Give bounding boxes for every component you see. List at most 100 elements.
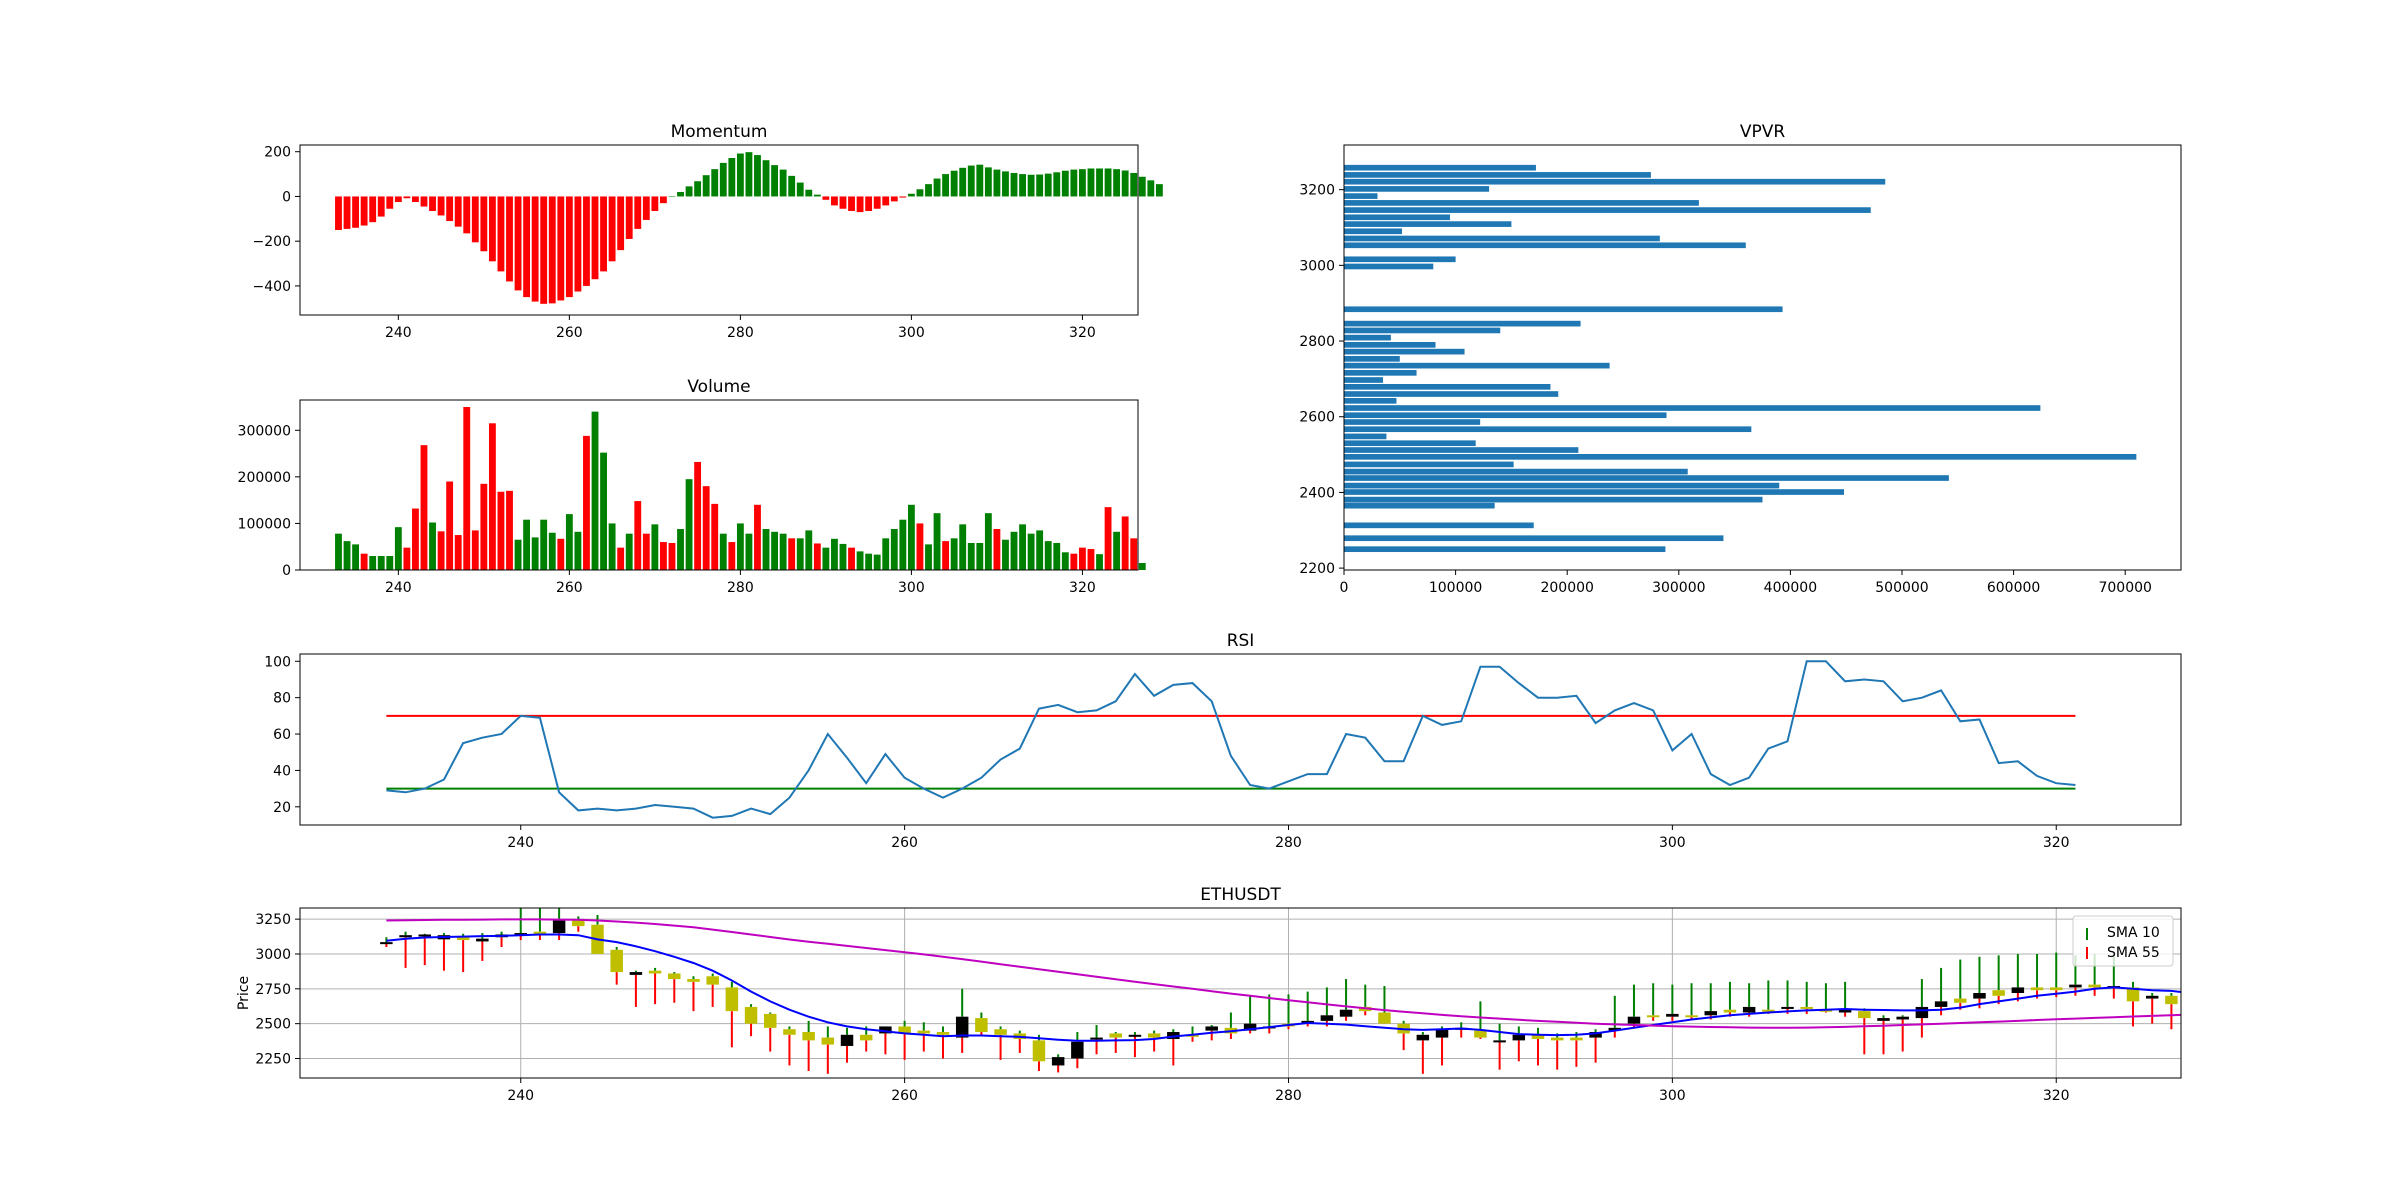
vpvr-bar (1344, 178, 1886, 185)
momentum-bar (360, 196, 368, 226)
candle-body (1858, 1011, 1871, 1019)
volume-bar (856, 551, 864, 570)
candle-body (476, 938, 489, 942)
volume-bar (899, 519, 907, 570)
candle-body (1531, 1034, 1545, 1039)
volume-bar (805, 530, 813, 570)
volume-bar (848, 547, 855, 570)
vpvr-xtick-label: 400000 (1764, 580, 1817, 596)
candle-body (629, 972, 643, 975)
momentum-xtick-label: 300 (898, 325, 925, 341)
candle-body (1954, 998, 1967, 1003)
vpvr-bar (1344, 489, 1844, 495)
vpvr-bar (1344, 193, 1378, 199)
momentum-bar (771, 165, 779, 197)
volume-bar (694, 461, 702, 570)
candle-body (1051, 1057, 1065, 1066)
momentum-bar (574, 196, 582, 292)
rsi-panel: RSI 240 260 280 300 320 20 40 60 80 100 (264, 631, 2182, 851)
candle-body (1032, 1040, 1046, 1062)
momentum-bar (916, 189, 924, 197)
ethusdt-plot (380, 908, 2181, 1074)
candle-body (1186, 1034, 1199, 1037)
momentum-bar (488, 196, 496, 262)
volume-bar (882, 538, 890, 570)
volume-bar (471, 530, 479, 570)
volume-bar (600, 452, 607, 570)
volume-bar (736, 523, 744, 570)
momentum-title: Momentum (671, 122, 768, 142)
candle-body (380, 942, 393, 945)
vpvr-bar (1344, 475, 1949, 481)
momentum-bar (1147, 180, 1155, 197)
momentum-bar (600, 196, 607, 272)
momentum-bar (856, 196, 864, 213)
momentum-bar (463, 196, 471, 234)
momentum-bar (540, 196, 548, 304)
candle-body (1973, 993, 1986, 999)
momentum-bar (950, 170, 958, 197)
vpvr-bar (1344, 397, 1397, 404)
rsi-frame (299, 653, 2182, 826)
volume-bar (754, 504, 761, 570)
candle-body (2050, 987, 2063, 991)
volume-bar (480, 483, 488, 570)
candle-body (533, 931, 547, 935)
rsi-xtick-label: 320 (2043, 835, 2070, 851)
candle-body (1666, 1013, 1679, 1017)
volume-bar (548, 532, 556, 570)
vpvr-bar (1344, 377, 1384, 383)
candle-body (1800, 1006, 1813, 1009)
momentum-panel: Momentum 240 260 280 300 320 200 0 −200 −400 (253, 122, 1163, 341)
momentum-bar (1002, 171, 1009, 197)
ethusdt-ytick-label: 2250 (255, 1051, 291, 1067)
momentum-bar (1087, 168, 1095, 197)
momentum-bar (702, 175, 710, 197)
vpvr-ytick-label: 3200 (1299, 183, 1335, 199)
momentum-bar (813, 194, 821, 197)
volume-bar (1027, 533, 1035, 570)
volume-frame (299, 399, 1139, 571)
momentum-bar (1070, 169, 1078, 197)
vpvr-bar (1344, 263, 1434, 270)
candle-body (1339, 1009, 1353, 1017)
candle-body (668, 973, 681, 980)
vpvr-bar (1344, 426, 1752, 433)
candle-body (2069, 984, 2082, 988)
volume-bar (771, 531, 779, 570)
momentum-ytick-label: 0 (282, 189, 291, 205)
momentum-frame (299, 144, 1139, 316)
volume-bar (873, 554, 881, 570)
candle-body (1205, 1026, 1218, 1031)
momentum-bar (497, 196, 505, 272)
momentum-bar (548, 196, 556, 304)
momentum-bar (625, 196, 633, 239)
volume-bar (1053, 542, 1061, 570)
volume-bar (514, 539, 522, 570)
volume-bar (993, 529, 1001, 570)
volume-bar (454, 535, 462, 570)
vpvr-xtick-label: 700000 (2098, 580, 2151, 596)
vpvr-bar (1344, 546, 1666, 553)
volume-bar (565, 514, 573, 570)
momentum-bar (403, 196, 411, 199)
momentum-bar (1104, 168, 1112, 197)
momentum-bar (506, 196, 513, 282)
rsi-xtick-label: 260 (891, 835, 918, 851)
candle-body (1071, 1041, 1084, 1059)
ethusdt-xtick-label: 260 (891, 1088, 918, 1104)
momentum-bar (565, 196, 573, 298)
candle-body (1435, 1029, 1449, 1038)
volume-bar (1130, 538, 1138, 570)
volume-panel: Volume 240 260 280 300 320 0 100000 200000 300000 (238, 377, 1146, 596)
volume-bar (617, 547, 625, 570)
volume-bar (1121, 516, 1129, 570)
sma10-line (386, 933, 2181, 1042)
vpvr-bar (1344, 522, 1534, 529)
volume-ytick-label: 300000 (238, 423, 291, 439)
momentum-bar (1096, 168, 1103, 197)
candle-body (840, 1034, 854, 1046)
vpvr-bar (1344, 172, 1651, 178)
momentum-bar (882, 196, 890, 206)
momentum-bar (831, 196, 838, 206)
